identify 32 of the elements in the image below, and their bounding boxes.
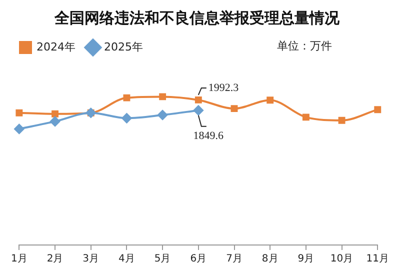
point <box>338 116 346 124</box>
x-tick-label: 2月 <box>46 254 64 265</box>
x-tick-label: 3月 <box>82 254 100 265</box>
point <box>302 114 310 121</box>
x-tick-label: 6月 <box>190 254 207 265</box>
legend-label: 2024年 <box>36 40 76 54</box>
point <box>158 110 168 120</box>
x-tick-label: 11月 <box>366 254 390 265</box>
point <box>230 105 238 112</box>
point <box>52 110 58 118</box>
data-label: 1992.3 <box>208 82 240 94</box>
x-tick-label: 7月 <box>226 254 242 265</box>
point <box>374 106 382 114</box>
x-tick-label: 10月 <box>330 254 354 265</box>
point <box>266 96 274 104</box>
point <box>50 116 60 126</box>
x-tick-label: 9月 <box>298 254 314 265</box>
point <box>123 94 130 102</box>
legend-label: 2025年 <box>104 40 143 54</box>
x-tick-label: 5月 <box>154 254 171 265</box>
point <box>159 93 166 100</box>
point <box>122 113 132 124</box>
point <box>16 109 23 116</box>
x-tick-label: 8月 <box>262 254 278 265</box>
point <box>193 105 204 116</box>
text: 单位：万件 <box>277 39 332 52</box>
chart-title: 全国网络违法和不良信息举报受理总量情况 <box>54 8 340 27</box>
point <box>194 96 202 104</box>
x-tick-label: 1月 <box>10 254 28 265</box>
data-label: 1849.6 <box>193 130 224 142</box>
x-tick-label: 4月 <box>118 254 135 265</box>
point <box>14 124 24 134</box>
